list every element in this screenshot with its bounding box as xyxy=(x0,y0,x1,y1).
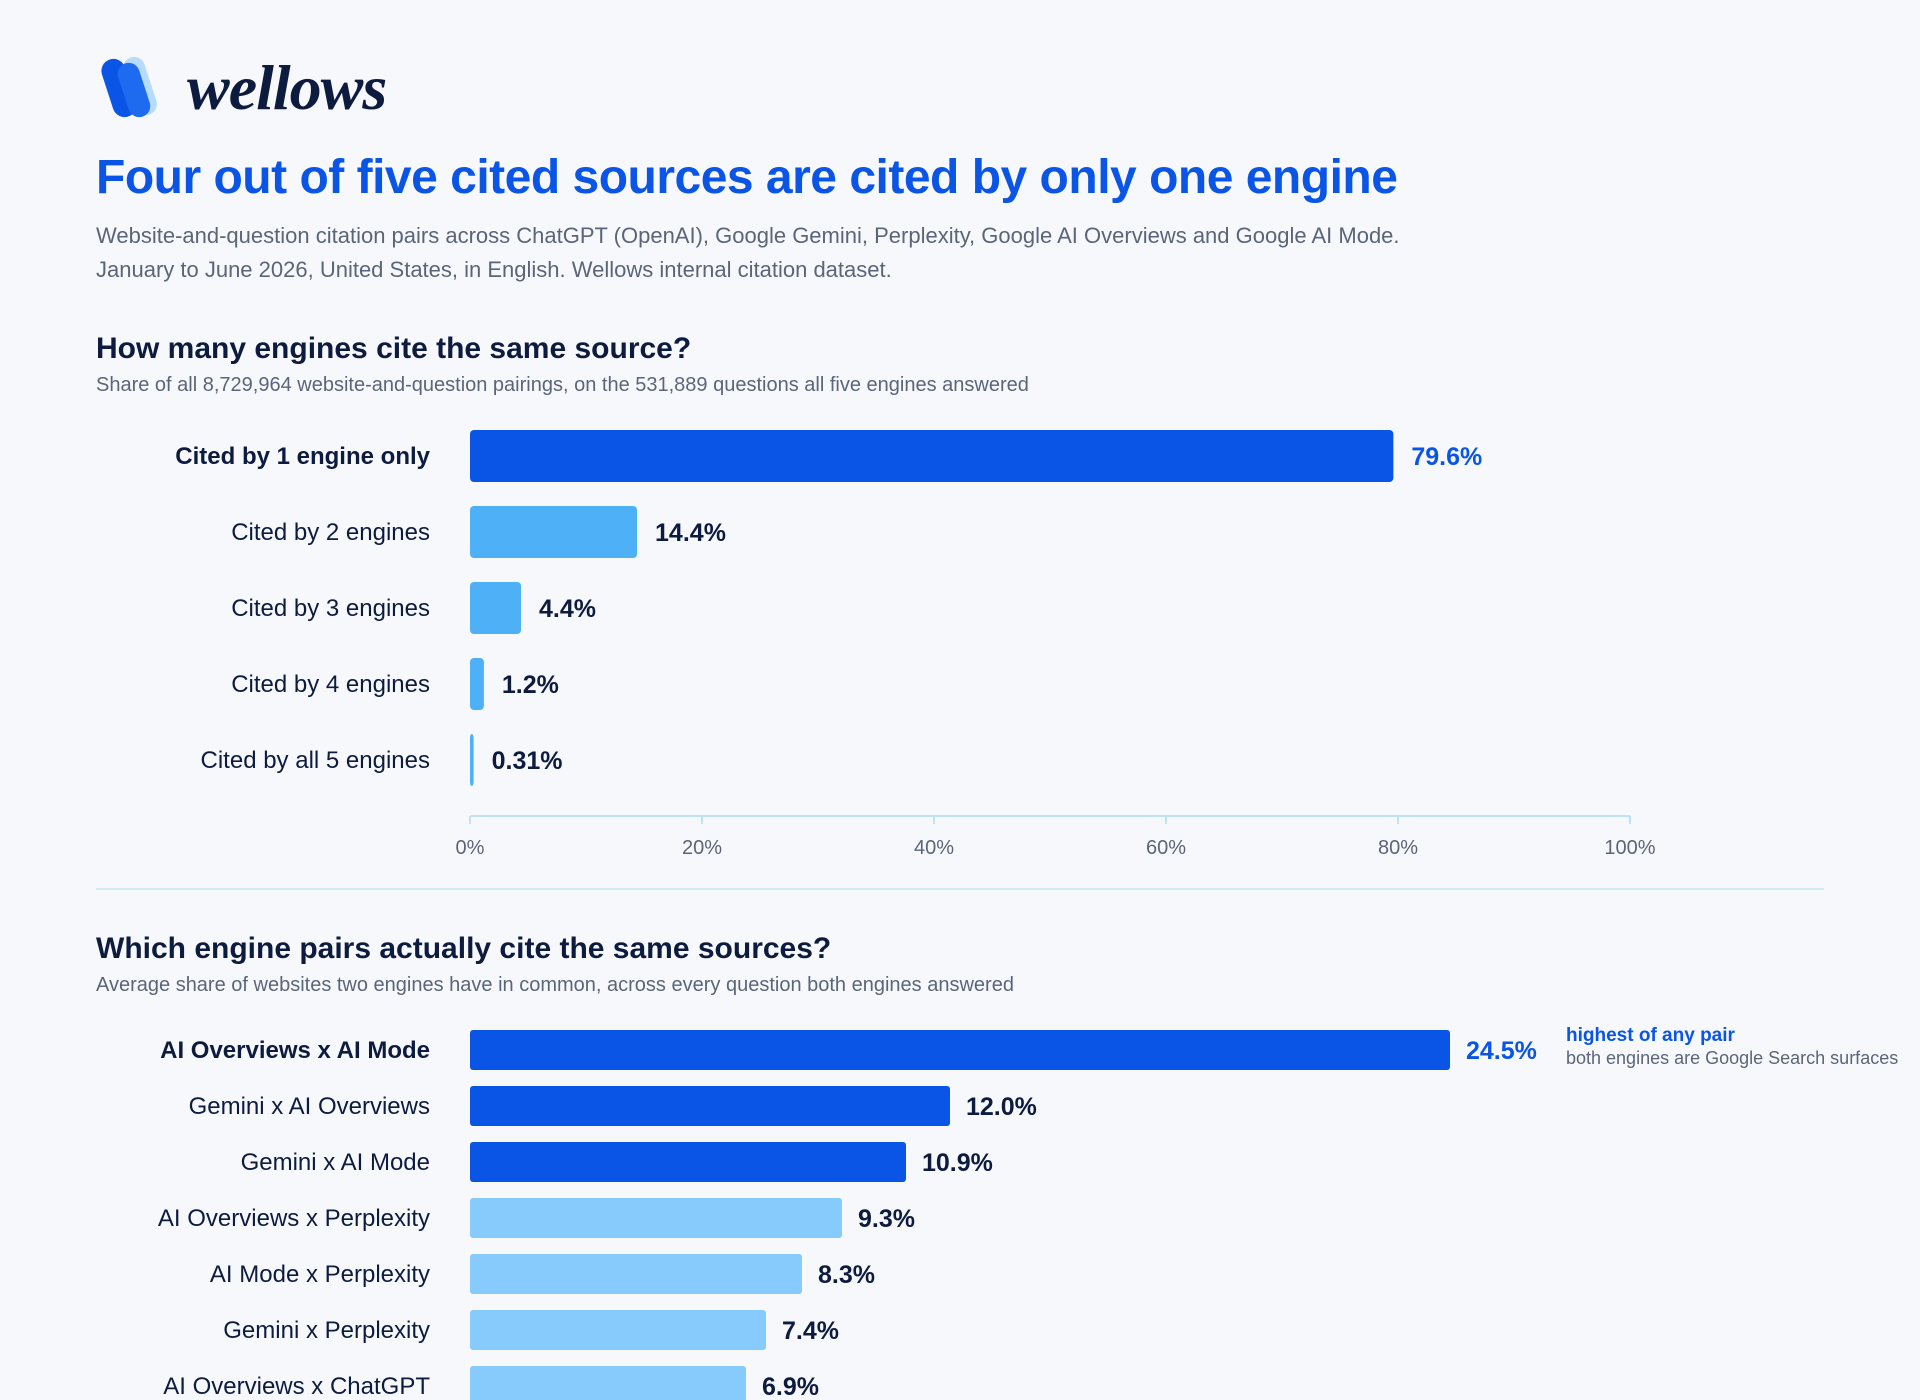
bar xyxy=(470,1086,950,1126)
bar xyxy=(470,430,1394,482)
bar xyxy=(470,1254,802,1294)
x-axis-tick-label: 60% xyxy=(1146,837,1186,859)
bar xyxy=(470,1198,842,1238)
annotation-title: highest of any pair xyxy=(1566,1025,1736,1046)
bar xyxy=(470,582,522,634)
bar-category-label: Gemini x AI Overviews xyxy=(189,1093,430,1120)
bar xyxy=(470,1310,766,1350)
brand-name: wellows xyxy=(187,52,387,123)
bar-value-label: 0.31% xyxy=(492,747,563,775)
bar-category-label: Gemini x Perplexity xyxy=(223,1317,430,1344)
chart-1-subtitle: Share of all 8,729,964 website-and-quest… xyxy=(96,374,1029,396)
bar-value-label: 4.4% xyxy=(539,595,596,623)
bar-category-label: AI Overviews x AI Mode xyxy=(160,1037,430,1064)
bar-value-label: 8.3% xyxy=(818,1261,875,1289)
x-axis-tick-label: 100% xyxy=(1604,837,1655,859)
bar-value-label: 24.5% xyxy=(1466,1037,1537,1065)
brand-logo: wellows xyxy=(97,52,387,123)
bar-value-label: 1.2% xyxy=(502,671,559,699)
x-axis-tick-label: 0% xyxy=(456,837,485,859)
bar-value-label: 14.4% xyxy=(655,519,726,547)
chart-2-subtitle: Average share of websites two engines ha… xyxy=(96,974,1014,996)
bar-category-label: AI Mode x Perplexity xyxy=(210,1261,430,1288)
bar-category-label: Cited by 2 engines xyxy=(231,519,430,546)
bar-category-label: AI Overviews x Perplexity xyxy=(158,1205,430,1232)
bar-category-label: Gemini x AI Mode xyxy=(241,1149,430,1176)
bar-value-label: 79.6% xyxy=(1411,443,1482,471)
bar-category-label: AI Overviews x ChatGPT xyxy=(163,1373,430,1400)
bar xyxy=(470,658,484,710)
x-axis-tick-label: 20% xyxy=(682,837,722,859)
page-subtitle-line-2: January to June 2026, United States, in … xyxy=(96,257,892,282)
page-title: Four out of five cited sources are cited… xyxy=(96,151,1398,204)
bar-value-label: 6.9% xyxy=(762,1373,819,1400)
bar-category-label: Cited by all 5 engines xyxy=(201,747,430,774)
bar xyxy=(470,1366,746,1400)
annotation-subtitle: both engines are Google Search surfaces xyxy=(1566,1048,1898,1068)
bar-category-label: Cited by 3 engines xyxy=(231,595,430,622)
wellows-logo-icon xyxy=(101,56,157,118)
bar-value-label: 10.9% xyxy=(922,1149,993,1177)
engine-count-bar-chart: Cited by 1 engine only 79.6% Cited by 2 en… xyxy=(175,430,1656,859)
section-divider xyxy=(96,888,1824,890)
bar-value-label: 9.3% xyxy=(858,1205,915,1233)
bar xyxy=(470,1030,1450,1070)
chart-1-title: How many engines cite the same source? xyxy=(96,332,692,365)
engine-pair-bar-chart: AI Overviews x AI Mode 24.5% highest of an… xyxy=(158,1025,1898,1400)
chart-2-title: Which engine pairs actually cite the sam… xyxy=(96,932,832,965)
bar-value-label: 7.4% xyxy=(782,1317,839,1345)
bar xyxy=(470,734,474,786)
page-subtitle-line-1: Website-and-question citation pairs acro… xyxy=(96,223,1400,248)
bar-category-label: Cited by 1 engine only xyxy=(175,443,430,470)
bar-value-label: 12.0% xyxy=(966,1093,1037,1121)
bar-category-label: Cited by 4 engines xyxy=(231,671,430,698)
x-axis-tick-label: 40% xyxy=(914,837,954,859)
bar xyxy=(470,1142,906,1182)
x-axis-tick-label: 80% xyxy=(1378,837,1418,859)
bar xyxy=(470,506,638,558)
page-subtitle: Website-and-question citation pairs acro… xyxy=(96,219,1400,287)
